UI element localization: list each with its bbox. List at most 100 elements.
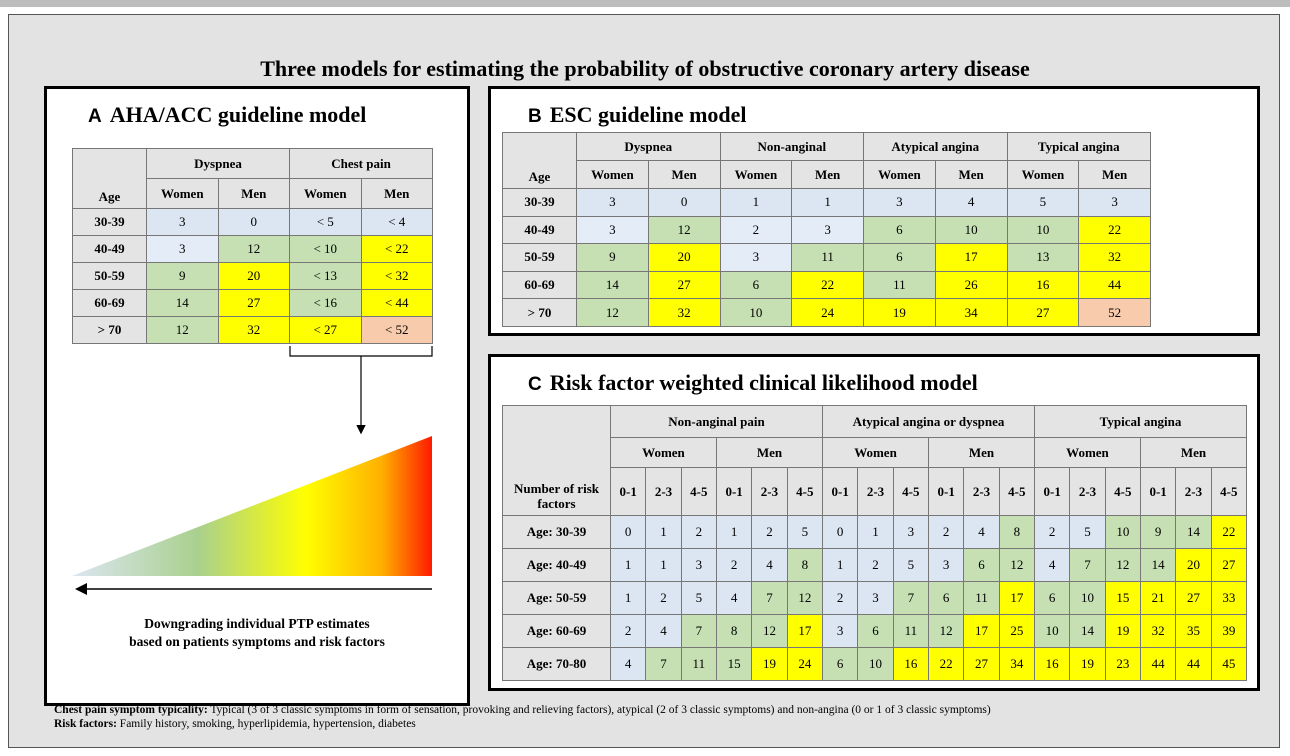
header-cell: Men bbox=[217, 178, 290, 209]
cell: < 5 bbox=[289, 208, 362, 236]
cell: 3 bbox=[576, 188, 649, 217]
cell: 16 bbox=[1033, 647, 1071, 681]
header-cell: Dyspnea bbox=[146, 148, 290, 179]
cell: 5 bbox=[1006, 188, 1080, 217]
cell: 44 bbox=[1139, 647, 1177, 681]
cell: 4 bbox=[715, 581, 753, 615]
data-row: Age: 30-39 0 1 2 1 2 5 0 1 3 2 4 8 2 5 10 9 14 22 bbox=[502, 515, 1248, 549]
header-cell: Women bbox=[863, 160, 936, 189]
header-cell: Men bbox=[1139, 437, 1248, 468]
cell: 17 bbox=[998, 581, 1036, 615]
cell: 32 bbox=[647, 298, 721, 327]
cell: 11 bbox=[791, 243, 865, 272]
cell: 1 bbox=[715, 515, 753, 549]
cell: 7 bbox=[645, 647, 682, 681]
header-cell: Women bbox=[146, 178, 219, 209]
cell: 12 bbox=[786, 581, 824, 615]
cell: < 22 bbox=[360, 235, 434, 263]
cell: < 16 bbox=[289, 289, 362, 317]
cell: 15 bbox=[715, 647, 753, 681]
header-cell: Atypical angina or dyspnea bbox=[822, 405, 1035, 438]
cell: 19 bbox=[1104, 614, 1141, 648]
cell: 3 bbox=[146, 235, 219, 263]
header-row: 0-1 2-3 4-5 0-1 2-3 4-5 0-1 2-3 4-5 0-1 2-3 4-5 0-1 2… bbox=[503, 467, 1248, 516]
cell: 12 bbox=[1104, 548, 1141, 582]
cell: 35 bbox=[1175, 614, 1212, 648]
cell: 2 bbox=[822, 581, 859, 615]
header-cell: Women bbox=[1034, 437, 1141, 468]
header-cell: 0-1 bbox=[715, 467, 753, 516]
row-label: Age: 30-39 bbox=[502, 515, 611, 549]
cell: 2 bbox=[715, 548, 753, 582]
data-row: 50-59 9 20 < 13 < 32 bbox=[72, 262, 434, 290]
cell: 22 bbox=[791, 270, 865, 300]
cell: 25 bbox=[998, 614, 1036, 648]
cell: 9 bbox=[576, 243, 649, 272]
cell: 9 bbox=[146, 262, 219, 290]
cell: 12 bbox=[576, 298, 649, 327]
header-row: Women Men Women Men Women Men bbox=[503, 437, 1248, 468]
footnote-text: Family history, smoking, hyperlipidemia,… bbox=[119, 718, 416, 730]
header-row: Age Dyspnea Non-anginal Atypical angina Typi… bbox=[502, 132, 1152, 189]
cell: 4 bbox=[1033, 548, 1071, 582]
cell: 1 bbox=[609, 581, 647, 615]
cell: 12 bbox=[927, 614, 965, 648]
header-cell: Non-anginal pain bbox=[609, 405, 824, 438]
cell: 12 bbox=[146, 316, 219, 344]
cell: 7 bbox=[892, 581, 930, 615]
gradient-triangle bbox=[72, 436, 432, 576]
cell: 1 bbox=[719, 188, 793, 217]
cell: 5 bbox=[892, 548, 930, 582]
header-cell: Chest pain bbox=[288, 148, 434, 179]
cell: 24 bbox=[786, 647, 824, 681]
cell: 22 bbox=[927, 647, 965, 681]
panel-name: ESC guideline model bbox=[549, 102, 747, 127]
row-label: Age: 40-49 bbox=[502, 548, 611, 582]
cell: 39 bbox=[1210, 614, 1248, 648]
cell: 9 bbox=[1139, 515, 1177, 549]
data-row: Age: 70-80 4 7 11 15 19 24 6 10 16 22 27 34 16 19 23 44 4… bbox=[502, 647, 1248, 681]
cell: 11 bbox=[892, 614, 930, 648]
header-cell: Typical angina bbox=[1006, 132, 1152, 161]
header-cell: 0-1 bbox=[822, 467, 859, 516]
header-cell: 4-5 bbox=[892, 467, 930, 516]
data-row: 50-59 9 20 3 11 6 17 13 32 bbox=[502, 243, 1152, 272]
cell: 2 bbox=[645, 581, 682, 615]
header-cell: 0-1 bbox=[927, 467, 965, 516]
row-label: 60-69 bbox=[502, 270, 577, 300]
cell: 3 bbox=[892, 515, 930, 549]
panel-letter: C bbox=[528, 374, 542, 395]
cell: 8 bbox=[786, 548, 824, 582]
table: Age Dyspnea Non-anginal Atypical angina Typi… bbox=[502, 132, 1152, 327]
cell: 21 bbox=[1139, 581, 1177, 615]
panel-b-title: B ESC guideline model bbox=[528, 102, 747, 128]
cell: < 4 bbox=[360, 208, 434, 236]
header-cell: 0-1 bbox=[609, 467, 647, 516]
header-cell: 4-5 bbox=[998, 467, 1036, 516]
cell: 14 bbox=[1069, 614, 1106, 648]
cell: 10 bbox=[1006, 215, 1080, 245]
row-label: 60-69 bbox=[72, 289, 147, 317]
panel-letter: B bbox=[528, 106, 542, 127]
panel-letter: A bbox=[88, 106, 102, 127]
cell: 3 bbox=[719, 243, 793, 272]
header-cell: Non-anginal bbox=[719, 132, 865, 161]
cell: 19 bbox=[751, 647, 788, 681]
cell: 52 bbox=[1078, 298, 1152, 327]
bracket bbox=[289, 346, 433, 357]
cell: 6 bbox=[927, 581, 965, 615]
cell: 7 bbox=[751, 581, 788, 615]
cell: 27 bbox=[1210, 548, 1248, 582]
header-cell: Women bbox=[610, 437, 717, 468]
cell: 12 bbox=[998, 548, 1036, 582]
cell: 20 bbox=[217, 262, 290, 290]
cell: 4 bbox=[645, 614, 682, 648]
cell: 17 bbox=[934, 243, 1008, 272]
data-row: Age: 50-59 1 2 5 4 7 12 2 3 7 6 11 17 6 10 15 21 27 33 bbox=[502, 581, 1248, 615]
cell: 13 bbox=[1006, 243, 1080, 272]
data-row: > 70 12 32 < 27 < 52 bbox=[72, 316, 434, 344]
cell: 32 bbox=[1139, 614, 1177, 648]
cell: 5 bbox=[786, 515, 824, 549]
footnote-label: Risk factors: bbox=[54, 718, 117, 730]
